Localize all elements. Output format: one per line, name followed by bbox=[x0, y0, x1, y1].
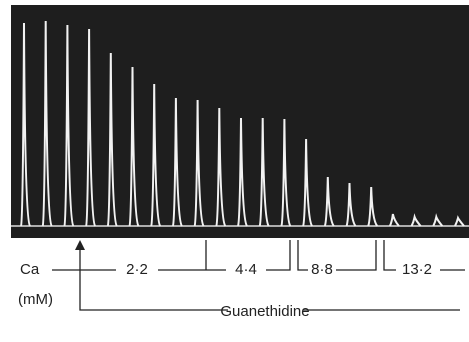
figure: Ca (mM) 2·2 4·4 8·8 13·2 Guanethidine bbox=[0, 0, 469, 342]
concentration-label: 13·2 bbox=[402, 261, 432, 278]
concentration-label: 2·2 bbox=[126, 261, 148, 278]
ion-label: Ca bbox=[20, 261, 40, 278]
concentration-label: 8·8 bbox=[311, 261, 333, 278]
drug-label: Guanethidine bbox=[220, 303, 309, 320]
unit-label: (mM) bbox=[18, 291, 53, 308]
concentration-label: 4·4 bbox=[235, 261, 257, 278]
